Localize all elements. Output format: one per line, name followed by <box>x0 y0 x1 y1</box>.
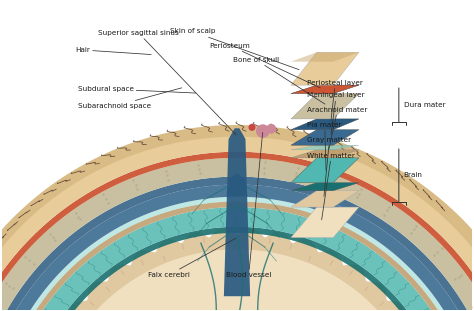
Polygon shape <box>291 158 359 183</box>
Text: Dura mater: Dura mater <box>403 102 445 108</box>
Polygon shape <box>35 227 439 311</box>
Circle shape <box>267 124 275 133</box>
Polygon shape <box>291 145 359 150</box>
Polygon shape <box>291 191 359 207</box>
Polygon shape <box>43 235 431 311</box>
Polygon shape <box>0 125 474 311</box>
Polygon shape <box>291 207 359 238</box>
Polygon shape <box>291 94 359 119</box>
Text: Pia mater: Pia mater <box>307 122 342 170</box>
Polygon shape <box>0 125 474 311</box>
Polygon shape <box>291 183 359 191</box>
Text: Superior sagittal sinus: Superior sagittal sinus <box>98 30 236 135</box>
Polygon shape <box>291 130 359 145</box>
Text: Meningeal layer: Meningeal layer <box>307 92 365 134</box>
Text: White matter: White matter <box>307 152 355 220</box>
Polygon shape <box>291 52 359 62</box>
Text: Brain: Brain <box>403 172 422 178</box>
Polygon shape <box>0 152 474 311</box>
Text: Bone of skull: Bone of skull <box>233 57 325 104</box>
Polygon shape <box>291 85 359 94</box>
Text: Arachnoid mater: Arachnoid mater <box>307 107 368 150</box>
Polygon shape <box>227 173 247 195</box>
Text: Blood vessel: Blood vessel <box>226 132 272 278</box>
Polygon shape <box>0 177 474 311</box>
Polygon shape <box>17 207 457 311</box>
Text: Gray matter: Gray matter <box>307 137 352 196</box>
Text: Periosteum: Periosteum <box>210 43 320 88</box>
Text: Falx cerebri: Falx cerebri <box>148 238 236 278</box>
Polygon shape <box>0 185 474 311</box>
Polygon shape <box>291 119 359 130</box>
Text: Periosteal layer: Periosteal layer <box>307 80 363 120</box>
Text: Subarachnoid space: Subarachnoid space <box>78 88 182 109</box>
Polygon shape <box>291 150 359 158</box>
Text: Subdural space: Subdural space <box>78 86 196 93</box>
Polygon shape <box>41 228 433 311</box>
Polygon shape <box>0 158 474 311</box>
Polygon shape <box>7 197 467 311</box>
Polygon shape <box>11 202 463 311</box>
Text: Skin of scalp: Skin of scalp <box>170 29 299 70</box>
Circle shape <box>257 125 269 137</box>
Polygon shape <box>224 128 250 296</box>
Polygon shape <box>291 52 359 85</box>
Circle shape <box>249 124 255 130</box>
Text: Hair: Hair <box>75 47 151 54</box>
